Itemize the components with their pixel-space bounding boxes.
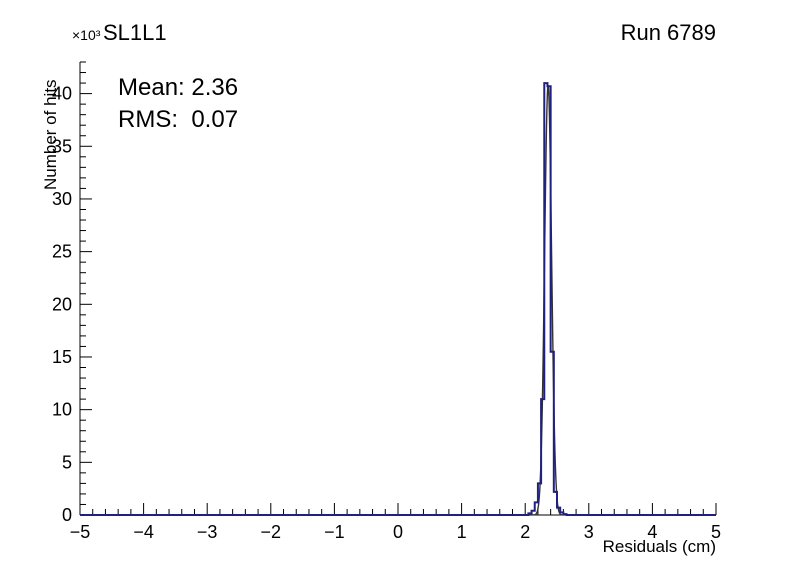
x-tick-label: −5: [70, 522, 91, 542]
x-tick-label: −3: [197, 522, 218, 542]
y-tick-label: 35: [52, 136, 72, 156]
y-tick-label: 0: [62, 505, 72, 525]
y-tick-label: 10: [52, 400, 72, 420]
y-tick-label: 25: [52, 242, 72, 262]
y-tick-label: 40: [52, 84, 72, 104]
x-tick-label: −4: [133, 522, 154, 542]
x-tick-label: −2: [261, 522, 282, 542]
x-tick-label: 5: [711, 522, 721, 542]
y-tick-label: 5: [62, 452, 72, 472]
x-axis-title: Residuals (cm): [602, 537, 716, 556]
fit-curve: [532, 85, 564, 516]
histogram-path: [80, 82, 716, 516]
plot-title: SL1L1: [103, 20, 167, 45]
x-tick-label: −1: [324, 522, 345, 542]
x-tick-label: 1: [457, 522, 467, 542]
y-tick-label: 30: [52, 189, 72, 209]
y-axis-multiplier: ×10³: [72, 27, 101, 43]
mean-annotation: Mean: 2.36: [118, 74, 239, 101]
x-tick-label: 4: [647, 522, 657, 542]
x-tick-label: 3: [584, 522, 594, 542]
rms-annotation: RMS: 0.07: [118, 106, 239, 133]
y-tick-label: 15: [52, 347, 72, 367]
run-label: Run 6789: [620, 20, 716, 45]
x-tick-label: 0: [393, 522, 403, 542]
x-tick-label: 2: [520, 522, 530, 542]
y-tick-label: 20: [52, 294, 72, 314]
y-axis-title: Number of hits: [41, 79, 60, 190]
